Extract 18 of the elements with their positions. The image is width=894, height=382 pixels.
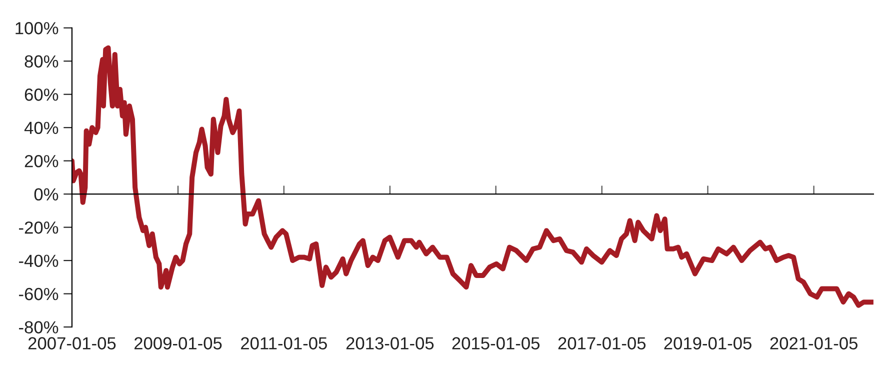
x-tick-label: 2017-01-05 xyxy=(558,337,646,350)
y-tick-label: 100% xyxy=(16,22,58,34)
x-tick-label: 2009-01-05 xyxy=(134,337,222,350)
y-tick-label: -60% xyxy=(19,288,58,300)
y-tick-label: -80% xyxy=(19,321,58,334)
y-tick-label: 20% xyxy=(24,154,58,168)
y-tick-label: 0% xyxy=(34,188,58,201)
x-tick-label: 2007-01-05 xyxy=(28,337,116,350)
y-tick-label: 40% xyxy=(24,122,58,134)
x-tick-label: 2019-01-05 xyxy=(664,337,752,350)
y-tick-label: -20% xyxy=(19,221,58,234)
x-tick-label: 2021-01-05 xyxy=(770,337,858,350)
y-tick-label: 80% xyxy=(24,55,58,68)
x-tick-label: 2011-01-05 xyxy=(241,337,327,350)
x-tick-label: 2015-01-05 xyxy=(452,337,540,350)
y-tick-label: 60% xyxy=(24,88,58,101)
x-tick-label: 2013-01-05 xyxy=(346,337,434,350)
y-tick-label: -40% xyxy=(19,254,58,267)
